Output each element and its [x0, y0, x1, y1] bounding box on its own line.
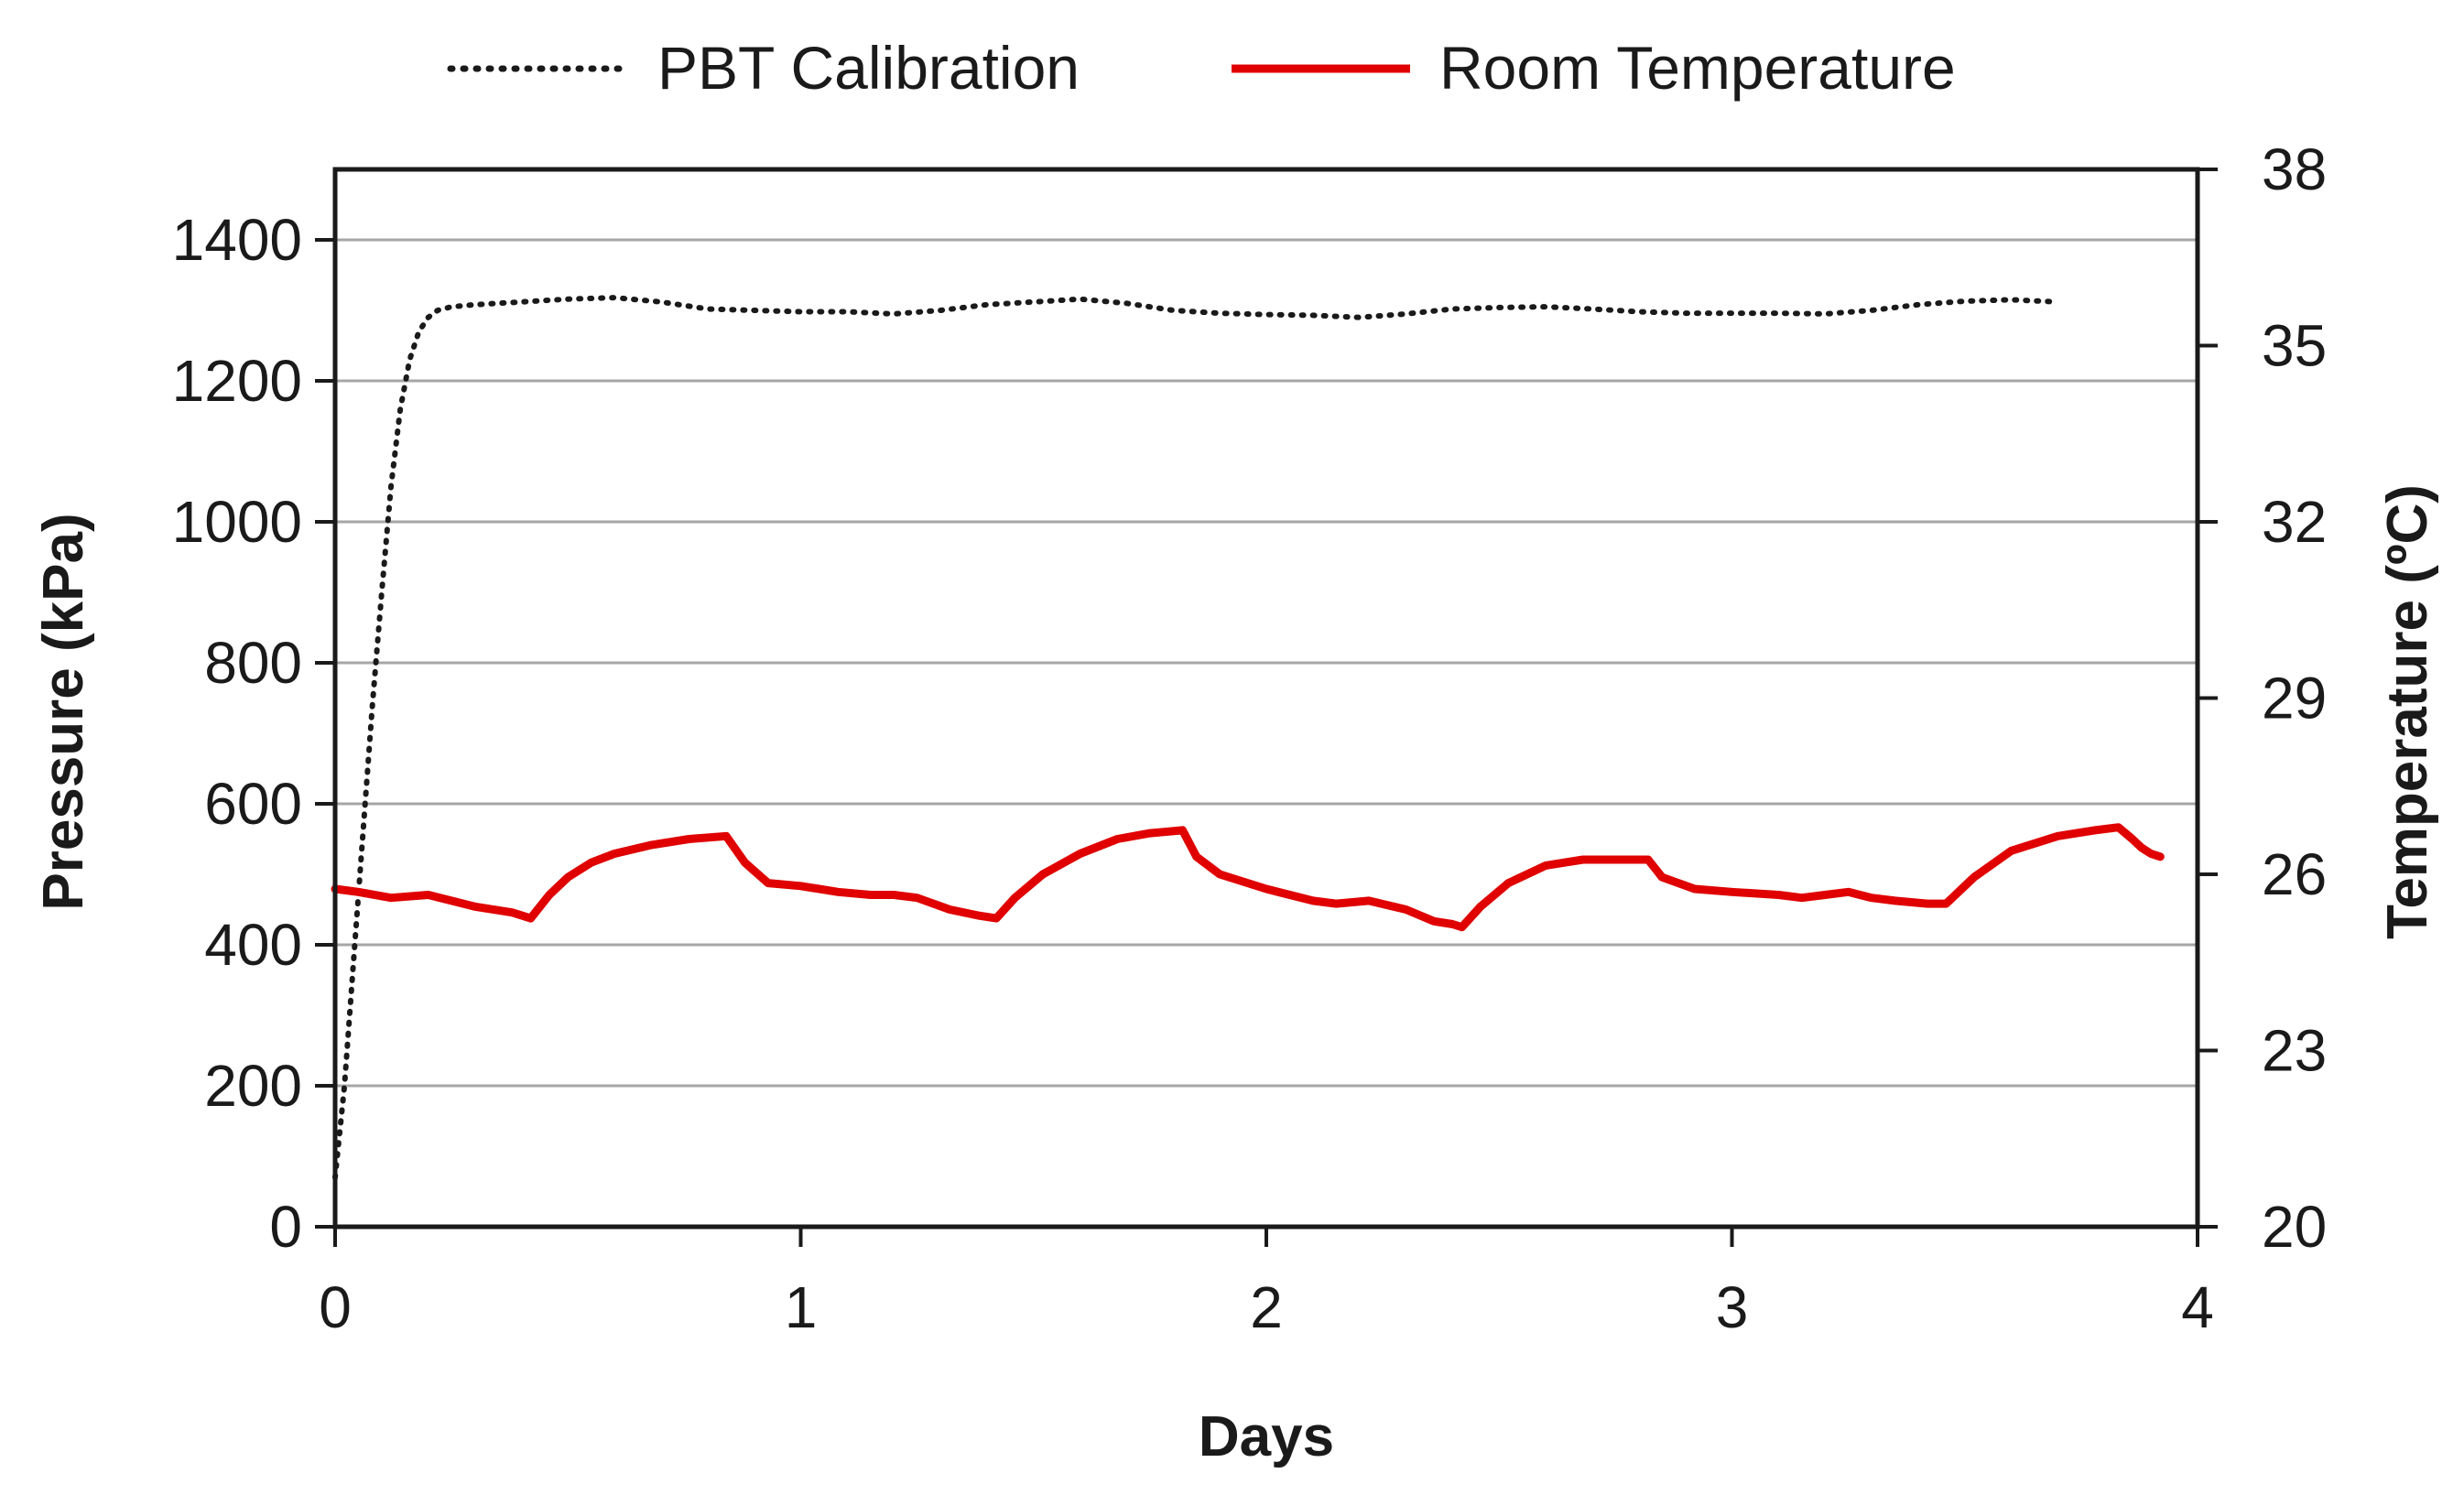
x-tick-label: 4: [2181, 1274, 2214, 1340]
y-tick-label: 1000: [172, 489, 302, 555]
y-tick-label: 0: [269, 1194, 302, 1260]
y-tick-label: 800: [204, 630, 302, 696]
y2-tick-label: 32: [2262, 489, 2327, 555]
y-axis-title: Pressure (kPa): [32, 513, 95, 910]
y2-tick-label: 23: [2262, 1018, 2327, 1084]
axis-ticks: [315, 168, 2218, 1247]
y2-axis-title: Temperature (ºC): [2376, 484, 2439, 939]
plot-border: [332, 167, 2200, 1230]
y2-tick-label: 26: [2262, 841, 2327, 907]
y2-tick-label: 38: [2262, 136, 2327, 202]
y-tick-label: 1200: [172, 348, 302, 414]
legend-label-room-temperature: Room Temperature: [1439, 34, 1956, 102]
y-tick-label: 400: [204, 912, 302, 978]
y-tick-label: 1400: [172, 207, 302, 273]
y2-tick-label: 29: [2262, 666, 2327, 731]
plot-frame: [332, 167, 2200, 1230]
legend-label-pbt-calibration: PBT Calibration: [657, 34, 1080, 102]
y-tick-label: 200: [204, 1053, 302, 1119]
series-line-room-temperature: [331, 823, 2165, 932]
tick-labels: 0200400600800100012001400202326293235380…: [172, 136, 2328, 1340]
series-line-pbt-calibration: [332, 295, 2061, 1181]
y2-tick-label: 35: [2262, 313, 2327, 379]
gridlines: [335, 238, 2198, 1088]
x-axis-title: Days: [1199, 1405, 1334, 1468]
x-tick-label: 1: [785, 1274, 818, 1340]
x-tick-label: 0: [319, 1274, 352, 1340]
legend: PBT Calibration Room Temperature: [447, 34, 1956, 102]
series-layer: [331, 295, 2165, 1181]
y2-tick-label: 20: [2262, 1194, 2327, 1260]
x-tick-label: 2: [1250, 1274, 1283, 1340]
y-tick-label: 600: [204, 771, 302, 837]
x-tick-label: 3: [1716, 1274, 1749, 1340]
